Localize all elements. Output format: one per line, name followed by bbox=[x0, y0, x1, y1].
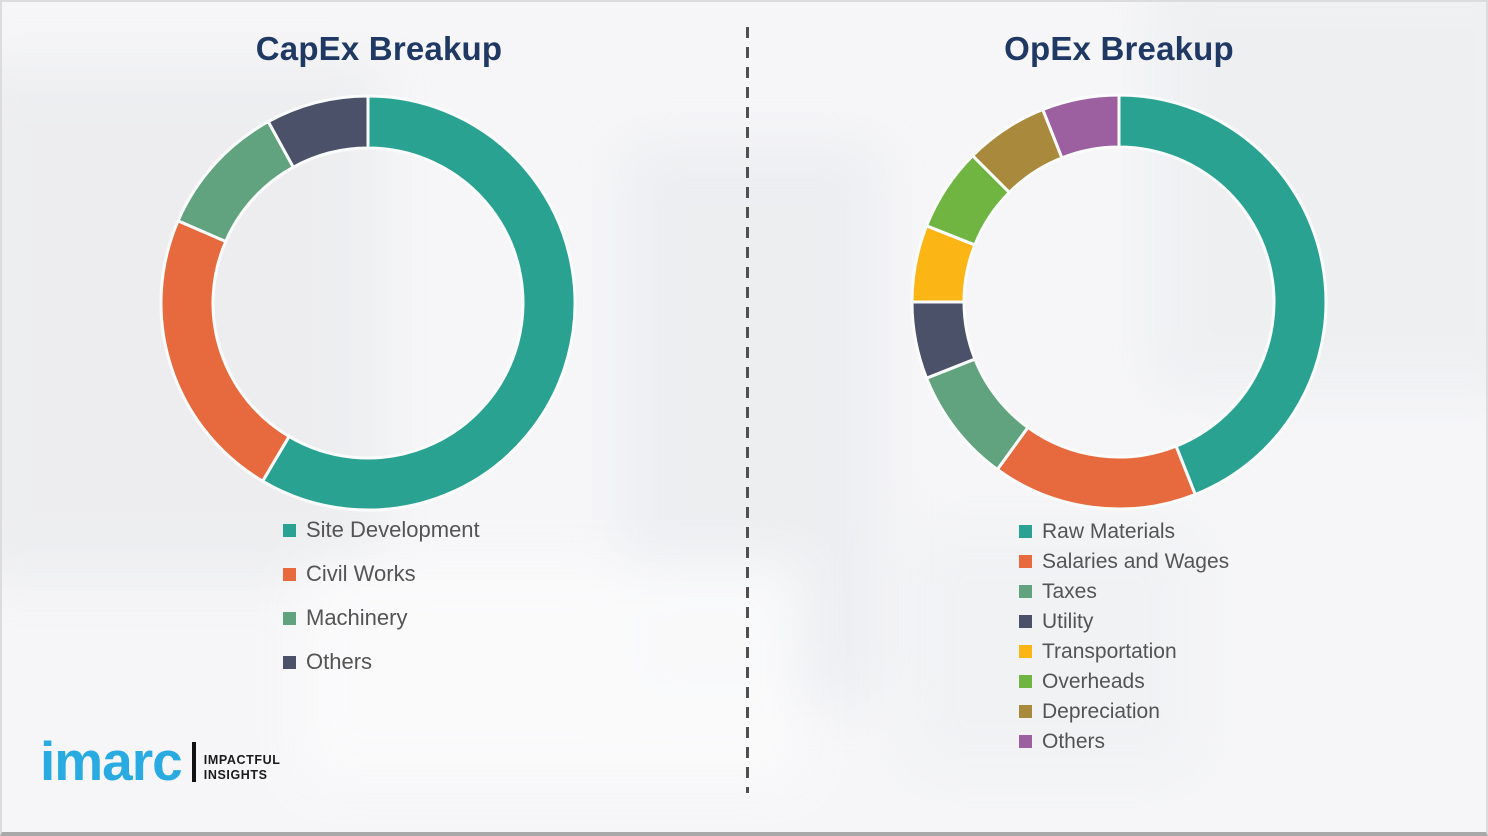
legend-swatch-salaries-and-wages bbox=[1019, 555, 1032, 568]
legend-item-site-development: Site Development bbox=[283, 516, 480, 544]
donut-segment-civil-works bbox=[159, 218, 292, 484]
logo-tagline: IMPACTFUL INSIGHTS bbox=[204, 753, 281, 783]
donut-segment-raw-materials bbox=[1117, 93, 1328, 497]
legend-label: Others bbox=[306, 649, 373, 674]
legend-label: Depreciation bbox=[1042, 700, 1160, 723]
legend-label: Others bbox=[1042, 730, 1106, 753]
legend-item-machinery: Machinery bbox=[283, 604, 480, 632]
legend-label: Utility bbox=[1042, 610, 1094, 633]
legend-item-overheads: Overheads bbox=[1019, 668, 1229, 695]
legend-item-civil-works: Civil Works bbox=[283, 560, 480, 588]
legend-item-taxes: Taxes bbox=[1019, 578, 1229, 605]
legend-swatch-others bbox=[1019, 735, 1032, 748]
capex-legend: Site Development Civil Works Machinery Othe… bbox=[283, 516, 480, 692]
legend-label: Taxes bbox=[1042, 580, 1097, 603]
opex-donut-chart bbox=[910, 93, 1328, 511]
legend-swatch-transportation bbox=[1019, 645, 1032, 658]
legend-item-depreciation: Depreciation bbox=[1019, 698, 1229, 725]
legend-item-transportation: Transportation bbox=[1019, 638, 1229, 665]
legend-item-raw-materials: Raw Materials bbox=[1019, 518, 1229, 545]
legend-label: Machinery bbox=[306, 605, 408, 630]
legend-swatch-raw-materials bbox=[1019, 525, 1032, 538]
legend-label: Salaries and Wages bbox=[1042, 550, 1230, 573]
imarc-wordmark: imarc bbox=[40, 730, 183, 792]
legend-label: Transportation bbox=[1042, 640, 1177, 663]
logo-tagline-line1: IMPACTFUL bbox=[203, 753, 281, 767]
donut-segment-others bbox=[1040, 93, 1121, 160]
dashed-divider-line bbox=[746, 27, 749, 793]
legend-swatch-site-development bbox=[283, 523, 296, 537]
legend-swatch-taxes bbox=[1019, 585, 1032, 598]
legend-label: Civil Works bbox=[306, 561, 416, 586]
legend-item-salaries-and-wages: Salaries and Wages bbox=[1019, 548, 1229, 575]
capex-donut-chart bbox=[159, 94, 577, 512]
legend-item-utility: Utility bbox=[1019, 608, 1229, 635]
legend-swatch-civil-works bbox=[283, 567, 296, 581]
legend-label: Raw Materials bbox=[1042, 520, 1176, 543]
legend-swatch-others bbox=[283, 655, 296, 669]
legend-item-others: Others bbox=[283, 648, 480, 676]
legend-swatch-utility bbox=[1019, 615, 1032, 628]
background-texture bbox=[622, 142, 882, 702]
legend-swatch-overheads bbox=[1019, 675, 1032, 688]
legend-swatch-depreciation bbox=[1019, 705, 1032, 718]
legend-label: Site Development bbox=[306, 517, 480, 542]
donut-segment-others bbox=[266, 94, 370, 170]
donut-segment-site-development bbox=[260, 94, 577, 512]
opex-chart-title: OpEx Breakup bbox=[1004, 30, 1234, 67]
legend-swatch-machinery bbox=[283, 611, 296, 625]
logo-separator-bar bbox=[191, 742, 196, 782]
legend-label: Overheads bbox=[1042, 670, 1145, 693]
logo-tagline-line2: INSIGHTS bbox=[203, 768, 268, 782]
capex-chart-title: CapEx Breakup bbox=[255, 30, 503, 67]
opex-legend: Raw Materials Salaries and Wages Taxes Util… bbox=[1019, 518, 1229, 758]
imarc-logo: imarc IMPACTFUL INSIGHTS bbox=[40, 732, 280, 790]
donut-segment-machinery bbox=[176, 119, 296, 244]
donut-segment-salaries-and-wages bbox=[995, 425, 1198, 511]
legend-item-others: Others bbox=[1019, 728, 1229, 755]
